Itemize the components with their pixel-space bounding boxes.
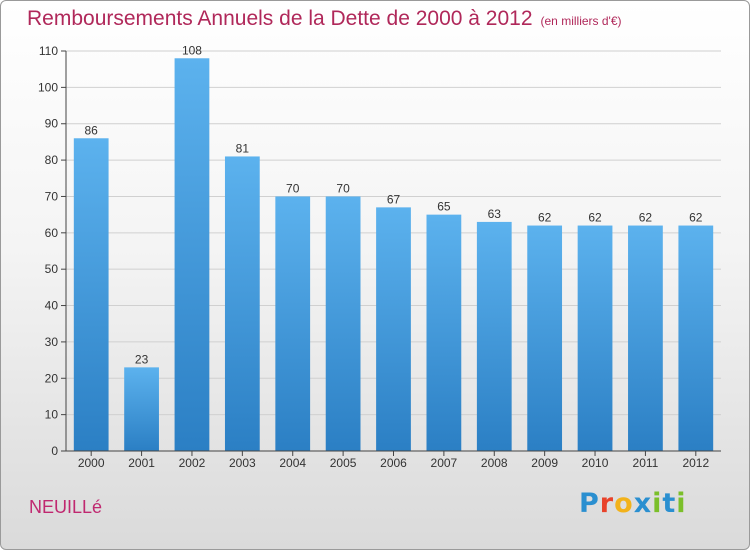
x-tick-label: 2011: [633, 456, 659, 470]
bar: [577, 225, 613, 451]
x-tick-label: 2003: [229, 456, 256, 470]
bars: [73, 58, 714, 452]
y-tick-label: 90: [45, 117, 59, 131]
logo-letter: t: [662, 488, 677, 519]
logo-letter: x: [633, 488, 653, 519]
data-label: 108: [182, 43, 202, 57]
proxiti-logo: Proxiti: [579, 488, 687, 519]
y-tick-label: 70: [45, 189, 59, 203]
data-label: 70: [336, 181, 350, 195]
y-tick-label: 100: [38, 80, 58, 94]
bar: [678, 225, 714, 451]
x-tick-label: 2004: [279, 456, 306, 470]
chart-subtitle: (en milliers d'€): [540, 14, 622, 28]
data-label: 62: [689, 211, 703, 225]
data-label: 62: [538, 211, 552, 225]
bar: [124, 367, 159, 451]
bar: [426, 214, 462, 451]
logo-letter: o: [614, 488, 634, 519]
y-tick-label: 20: [45, 371, 59, 385]
y-tick-label: 60: [45, 226, 59, 240]
bar: [224, 156, 260, 452]
bar: [174, 58, 210, 451]
y-tick-label: 40: [45, 299, 59, 313]
x-tick-label: 2005: [330, 456, 357, 470]
x-tick-label: 2006: [380, 456, 407, 470]
bar: [73, 138, 109, 452]
logo-letter: i: [652, 488, 663, 519]
y-tick-label: 80: [45, 153, 59, 167]
bar: [476, 221, 512, 451]
y-tick-label: 30: [45, 335, 59, 349]
data-label: 70: [286, 181, 300, 195]
x-tick-label: 2007: [431, 456, 458, 470]
x-tick-label: 2000: [78, 456, 105, 470]
logo-letter: P: [579, 488, 600, 519]
bar: [376, 207, 411, 451]
x-tick-label: 2012: [682, 456, 709, 470]
data-label: 67: [387, 192, 401, 206]
y-tick-label: 0: [51, 444, 58, 458]
chart-title: Remboursements Annuels de la Dette de 20…: [27, 7, 622, 31]
data-label: 23: [135, 352, 149, 366]
bar: [275, 196, 311, 451]
x-tick-label: 2008: [481, 456, 508, 470]
x-tick-label: 2002: [179, 456, 206, 470]
bar: [325, 196, 361, 451]
axes: [61, 50, 721, 456]
bar: [628, 225, 663, 451]
x-tick-label: 2001: [128, 456, 155, 470]
logo-letter: r: [599, 488, 615, 519]
labels: 0 10 20 30 40 50 60 70 80 90 100 110 86 2000 23 2001 108…: [38, 43, 710, 470]
bar: [527, 225, 563, 451]
commune-name: NEUILLé: [29, 497, 103, 517]
x-tick-label: 2009: [531, 456, 558, 470]
y-tick-label: 10: [45, 408, 59, 422]
data-label: 65: [437, 200, 451, 214]
data-label: 81: [236, 141, 250, 155]
data-label: 62: [639, 211, 653, 225]
data-label: 86: [85, 123, 99, 137]
data-label: 62: [588, 211, 602, 225]
y-tick-label: 50: [45, 262, 59, 276]
x-tick-label: 2010: [582, 456, 609, 470]
y-tick-label: 110: [39, 44, 58, 58]
chart-title-text: Remboursements Annuels de la Dette de 20…: [27, 7, 533, 30]
data-label: 63: [488, 207, 502, 221]
logo-letter: i: [676, 488, 687, 519]
